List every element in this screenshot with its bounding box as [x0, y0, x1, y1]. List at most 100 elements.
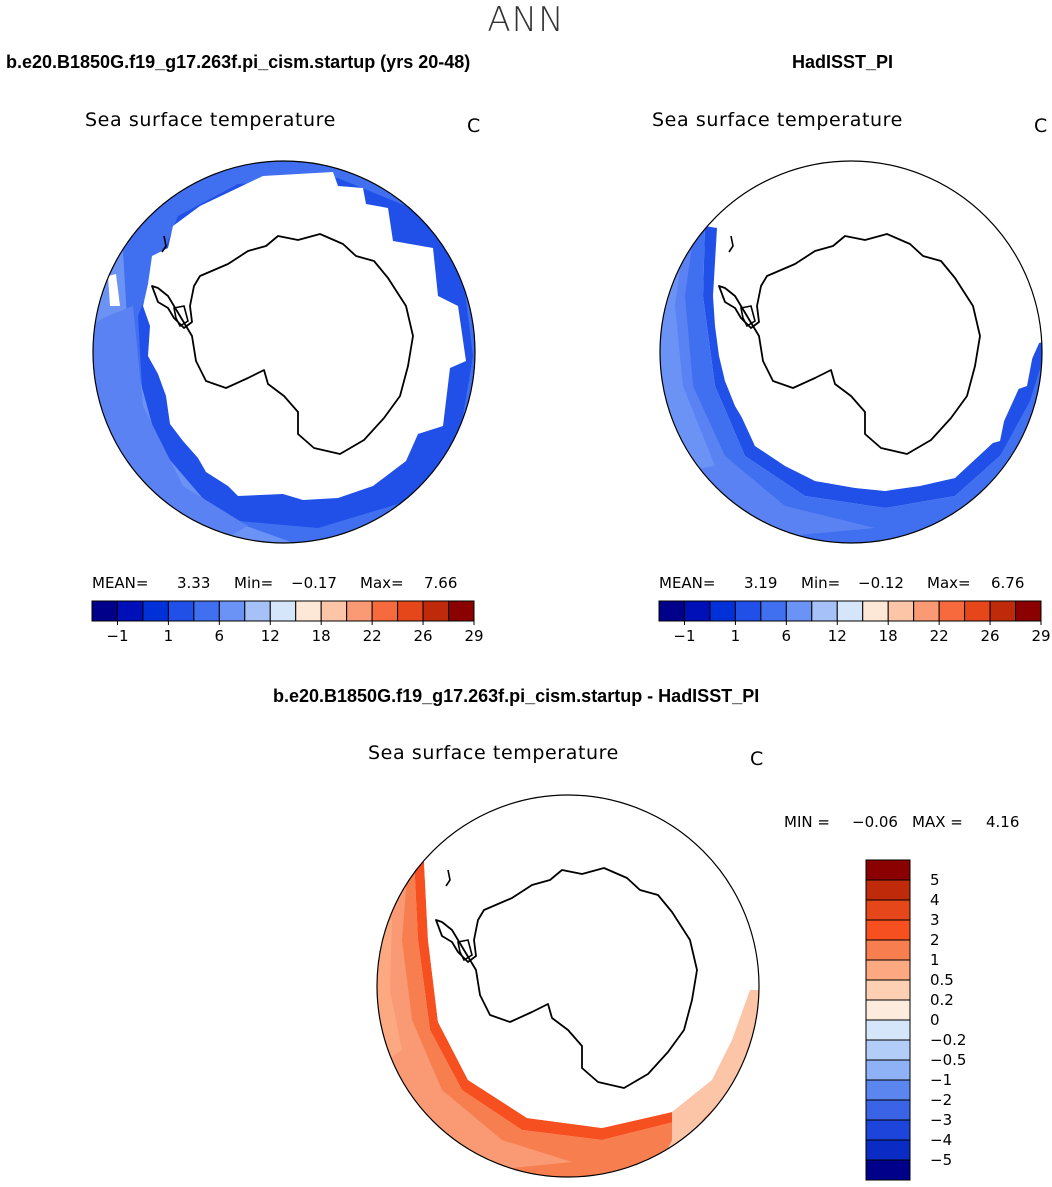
- model-mean-value: 3.33: [177, 574, 211, 592]
- diff-colorbar-label: −3: [930, 1111, 952, 1129]
- obs-colorbar-box: [658, 600, 685, 622]
- diff-colorbar-label: −2: [930, 1091, 952, 1109]
- obs-colorbar-box: [989, 600, 1017, 622]
- obs-colorbar-tick: 26: [981, 627, 1000, 645]
- model-colorbar-box: [422, 600, 450, 622]
- model-sst-polar-map: [92, 160, 476, 544]
- model-colorbar-box: [142, 600, 169, 622]
- model-colorbar-tick: −1: [106, 627, 128, 645]
- obs-colorbar-box: [938, 600, 966, 622]
- diff-colorbar-label: 0: [930, 1011, 940, 1029]
- diff-colorbar-label: 0.2: [930, 991, 954, 1009]
- obs-units-label: C: [1034, 115, 1048, 137]
- diff-max-label: MAX =: [912, 813, 963, 831]
- model-max-label: Max=: [360, 574, 404, 592]
- obs-colorbar-box: [836, 600, 864, 622]
- diff-units-label: C: [750, 748, 764, 770]
- obs-colorbar-box: [964, 600, 991, 622]
- model-colorbar-box: [269, 600, 297, 622]
- model-max-value: 7.66: [424, 574, 458, 592]
- diff-colorbar-label: 0.5: [930, 971, 954, 989]
- diff-colorbar-box: [865, 1019, 911, 1041]
- diff-colorbar: 5 4 3 2 1 0.5 0.2 0 −0.2 −0.5 −1 −2 −3 −4 −5: [865, 859, 966, 1181]
- diff-colorbar-label: −4: [930, 1131, 952, 1149]
- diff-max-value: 4.16: [986, 813, 1020, 831]
- diff-colorbar-label: −0.5: [930, 1051, 966, 1069]
- diff-colorbar-box: [865, 1039, 911, 1061]
- diff-warm-band: [377, 850, 759, 1177]
- model-colorbar-box: [167, 600, 195, 622]
- model-min-value: −0.17: [291, 574, 337, 592]
- diff-colorbar-box: [865, 959, 911, 981]
- model-colorbar-box: [116, 600, 144, 622]
- obs-min-value: −0.12: [858, 574, 904, 592]
- diff-colorbar-label: 5: [930, 871, 940, 889]
- model-colorbar-tick: 12: [261, 627, 280, 645]
- obs-mean-value: 3.19: [744, 574, 778, 592]
- model-case-title: b.e20.B1850G.f19_g17.263f.pi_cism.startu…: [6, 52, 471, 72]
- diff-colorbar-box: [865, 1079, 911, 1101]
- obs-sst-colorbar: −1 1 6 12 18 22 26 29: [658, 600, 1051, 645]
- diff-colorbar-label: −5: [930, 1151, 952, 1169]
- model-colorbar-box: [218, 600, 246, 622]
- obs-ocean-field: [660, 216, 1042, 543]
- obs-max-value: 6.76: [991, 574, 1025, 592]
- model-colorbar-tick: 18: [312, 627, 331, 645]
- model-colorbar-tick: 1: [164, 627, 174, 645]
- diff-min-label: MIN =: [784, 813, 830, 831]
- obs-colorbar-box: [862, 600, 889, 622]
- obs-colorbar-box: [683, 600, 711, 622]
- obs-colorbar-tick: 22: [930, 627, 949, 645]
- diff-colorbar-box: [865, 1139, 911, 1161]
- model-map-boundary: [92, 160, 476, 544]
- obs-mean-label: MEAN=: [659, 574, 716, 592]
- model-sst-colorbar: −1 1 6 12 18 22 26 29: [91, 600, 484, 645]
- obs-map-boundary: [659, 160, 1043, 544]
- obs-colorbar-box: [760, 600, 787, 622]
- diff-colorbar-box: [865, 1119, 911, 1141]
- model-colorbar-box: [448, 600, 475, 622]
- diff-colorbar-box: [865, 979, 911, 1001]
- model-colorbar-box: [91, 600, 118, 622]
- obs-case-title: HadISST_PI: [792, 52, 894, 72]
- model-colorbar-tick: 29: [464, 627, 483, 645]
- obs-colorbar-box: [785, 600, 813, 622]
- obs-colorbar-box: [887, 600, 915, 622]
- obs-colorbar-box: [734, 600, 762, 622]
- obs-colorbar-box: [913, 600, 940, 622]
- model-variable-label: Sea surface temperature: [85, 109, 336, 131]
- diff-variable-label: Sea surface temperature: [368, 742, 619, 764]
- model-min-label: Min=: [234, 574, 274, 592]
- diff-colorbar-label: −0.2: [930, 1031, 966, 1049]
- model-colorbar-box: [397, 600, 424, 622]
- diff-colorbar-box: [865, 859, 911, 881]
- diff-colorbar-box: [865, 1099, 911, 1121]
- obs-colorbar-tick: 29: [1031, 627, 1050, 645]
- diff-min-value: −0.06: [852, 813, 898, 831]
- obs-colorbar-tick: 6: [782, 627, 792, 645]
- diff-sst-polar-map: [376, 794, 760, 1178]
- model-colorbar-tick: 22: [363, 627, 382, 645]
- obs-colorbar-box: [1015, 600, 1042, 622]
- diff-antarctica-coastline: [435, 867, 698, 1089]
- obs-antarctica-coastline: [718, 233, 981, 455]
- model-units-label: C: [467, 115, 481, 137]
- model-colorbar-tick: 26: [414, 627, 433, 645]
- model-colorbar-box: [193, 600, 220, 622]
- diff-colorbar-label: 2: [930, 931, 940, 949]
- diff-colorbar-box: [865, 999, 911, 1021]
- obs-colorbar-tick: 1: [731, 627, 741, 645]
- model-colorbar-tick: 6: [215, 627, 225, 645]
- diff-colorbar-box: [865, 919, 911, 941]
- model-mean-label: MEAN=: [92, 574, 149, 592]
- model-colorbar-box: [371, 600, 399, 622]
- obs-colorbar-box: [709, 600, 736, 622]
- obs-variable-label: Sea surface temperature: [652, 109, 903, 131]
- obs-colorbar-tick: 12: [828, 627, 847, 645]
- diff-colorbar-label: 1: [930, 951, 940, 969]
- diff-colorbar-label: 4: [930, 891, 940, 909]
- obs-min-label: Min=: [801, 574, 841, 592]
- obs-colorbar-tick: −1: [673, 627, 695, 645]
- diff-colorbar-box: [865, 1159, 911, 1181]
- obs-colorbar-box: [811, 600, 838, 622]
